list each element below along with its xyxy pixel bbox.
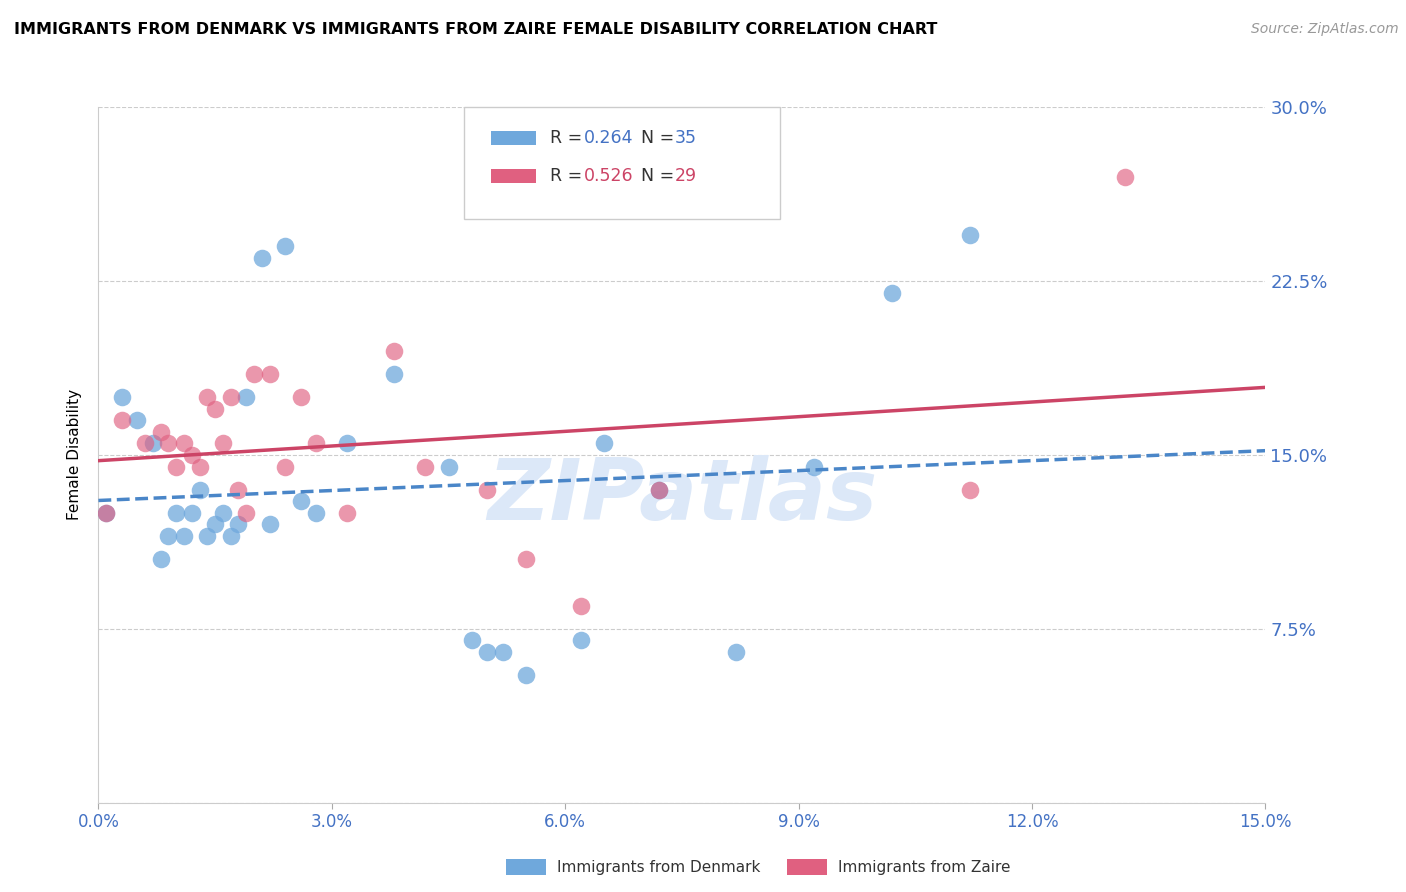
Point xyxy=(305,436,328,450)
Point xyxy=(165,459,187,474)
Point xyxy=(149,552,172,566)
Y-axis label: Female Disability: Female Disability xyxy=(67,389,83,521)
Point xyxy=(290,494,312,508)
Point xyxy=(647,483,669,497)
Point xyxy=(274,239,297,253)
Point xyxy=(157,529,180,543)
Point xyxy=(228,517,250,532)
Point xyxy=(880,285,903,300)
Point xyxy=(959,483,981,497)
Point xyxy=(212,436,235,450)
Text: IMMIGRANTS FROM DENMARK VS IMMIGRANTS FROM ZAIRE FEMALE DISABILITY CORRELATION C: IMMIGRANTS FROM DENMARK VS IMMIGRANTS FR… xyxy=(14,22,938,37)
Point xyxy=(195,390,218,404)
Point xyxy=(290,390,312,404)
Point xyxy=(593,436,616,450)
Text: R =: R = xyxy=(550,129,588,147)
Point xyxy=(212,506,235,520)
Text: 29: 29 xyxy=(675,167,697,185)
Text: 0.526: 0.526 xyxy=(583,167,633,185)
Point xyxy=(803,459,825,474)
Point xyxy=(382,367,405,381)
Point xyxy=(437,459,460,474)
Point xyxy=(96,506,118,520)
Point xyxy=(149,425,172,439)
Point xyxy=(647,483,669,497)
Point xyxy=(235,506,257,520)
Point xyxy=(188,459,211,474)
Point xyxy=(235,390,257,404)
Point xyxy=(165,506,187,520)
Point xyxy=(461,633,484,648)
Text: R =: R = xyxy=(550,167,588,185)
Point xyxy=(111,390,134,404)
Text: Immigrants from Zaire: Immigrants from Zaire xyxy=(838,860,1011,874)
Point xyxy=(515,552,537,566)
Point xyxy=(336,436,359,450)
Point xyxy=(336,506,359,520)
Point xyxy=(725,645,748,659)
Point xyxy=(173,529,195,543)
Text: Immigrants from Denmark: Immigrants from Denmark xyxy=(557,860,761,874)
Point xyxy=(127,413,149,427)
Point xyxy=(569,633,592,648)
Text: Source: ZipAtlas.com: Source: ZipAtlas.com xyxy=(1251,22,1399,37)
Point xyxy=(228,483,250,497)
Point xyxy=(477,483,499,497)
Point xyxy=(259,367,281,381)
Point xyxy=(204,517,226,532)
Point xyxy=(134,436,156,450)
Point xyxy=(250,251,273,265)
Point xyxy=(204,401,226,416)
Point xyxy=(180,448,202,462)
Point xyxy=(173,436,195,450)
Point xyxy=(111,413,134,427)
Point xyxy=(477,645,499,659)
Point xyxy=(959,227,981,242)
Text: N =: N = xyxy=(641,129,681,147)
Text: 0.264: 0.264 xyxy=(583,129,633,147)
Point xyxy=(157,436,180,450)
Text: 35: 35 xyxy=(675,129,697,147)
Point xyxy=(180,506,202,520)
Text: ZIPatlas: ZIPatlas xyxy=(486,455,877,538)
Point xyxy=(492,645,515,659)
Point xyxy=(569,599,592,613)
Point xyxy=(96,506,118,520)
Point xyxy=(219,529,242,543)
Point xyxy=(259,517,281,532)
Point xyxy=(515,668,537,682)
Text: N =: N = xyxy=(641,167,681,185)
Point xyxy=(274,459,297,474)
Point xyxy=(413,459,436,474)
Point xyxy=(195,529,218,543)
Point xyxy=(305,506,328,520)
Point xyxy=(243,367,266,381)
Point xyxy=(1114,169,1136,184)
Point xyxy=(382,343,405,358)
Point xyxy=(219,390,242,404)
Point xyxy=(142,436,165,450)
Point xyxy=(188,483,211,497)
